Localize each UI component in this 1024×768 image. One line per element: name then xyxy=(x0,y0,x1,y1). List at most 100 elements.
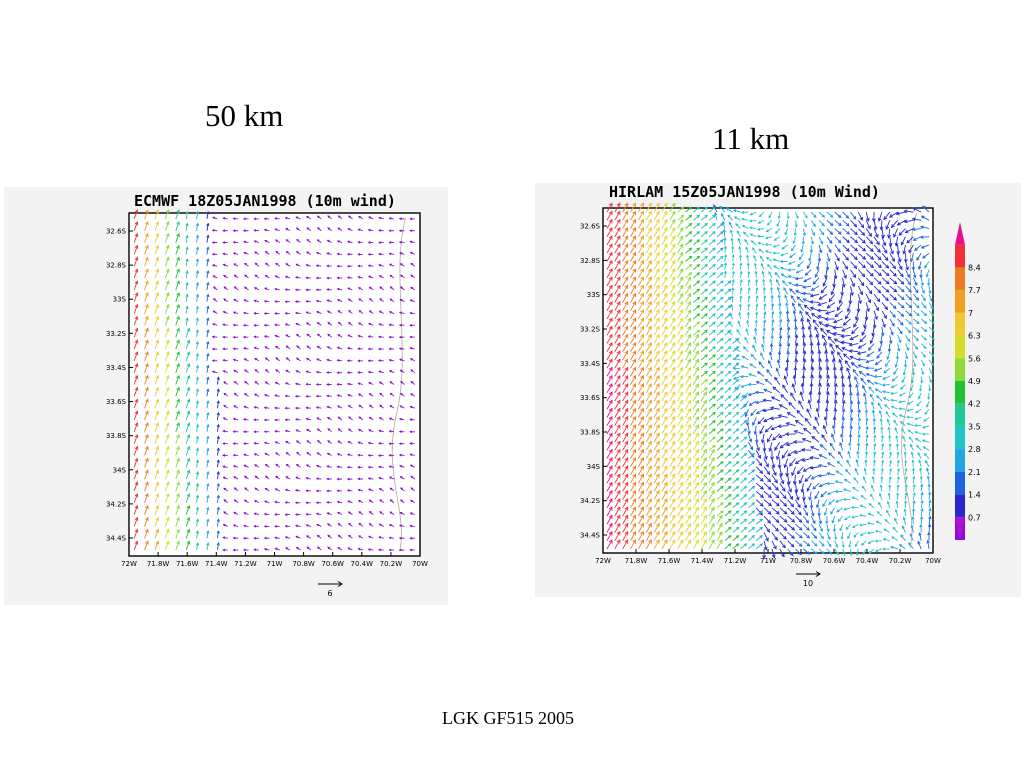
wind-vector-head xyxy=(648,218,652,224)
wind-vector xyxy=(827,336,836,344)
wind-vector-head xyxy=(389,499,393,502)
wind-vector-head xyxy=(696,288,701,292)
wind-vector-head xyxy=(165,469,170,474)
wind-vector-head xyxy=(357,465,361,469)
wind-vector xyxy=(645,424,652,435)
wind-vector-head xyxy=(305,417,309,421)
wind-vector xyxy=(789,288,796,295)
wind-vector xyxy=(906,236,914,244)
wind-vector-head xyxy=(632,416,637,421)
wind-vector-head xyxy=(264,357,268,361)
wind-vector xyxy=(196,424,199,432)
wind-vector-head xyxy=(854,239,859,244)
wind-vector-head xyxy=(791,526,796,531)
wind-vector xyxy=(920,368,924,375)
wind-vector-head xyxy=(326,394,330,398)
wind-vector-head xyxy=(206,293,210,298)
wind-vector xyxy=(905,310,912,317)
wind-vector xyxy=(755,433,758,443)
wind-vector-head xyxy=(771,464,776,469)
wind-vector xyxy=(880,335,883,344)
wind-vector-head xyxy=(367,347,371,351)
wind-vector xyxy=(622,252,629,262)
wind-vector-head xyxy=(389,392,393,396)
wind-vector-head xyxy=(315,370,319,374)
wind-vector-head xyxy=(155,445,160,450)
wind-vector-head xyxy=(780,394,785,398)
wind-vector xyxy=(920,492,923,500)
wind-vector xyxy=(771,507,780,515)
wind-vector-head xyxy=(306,440,310,443)
wind-vector-head xyxy=(145,268,149,273)
wind-vector-head xyxy=(817,357,822,363)
wind-vector-head xyxy=(884,363,889,367)
wind-vector xyxy=(206,471,209,480)
wind-vector-head xyxy=(930,371,933,375)
wind-vector-head xyxy=(720,444,724,448)
wind-vector xyxy=(834,408,836,418)
wind-vector-head xyxy=(655,399,660,404)
wind-vector-head xyxy=(720,502,724,506)
wind-vector-head xyxy=(775,519,780,523)
wind-vector-head xyxy=(186,422,191,427)
wind-vector-head xyxy=(818,321,823,326)
wind-vector-head xyxy=(802,468,807,472)
wind-vector xyxy=(819,482,828,487)
wind-vector-head xyxy=(176,469,180,474)
wind-vector xyxy=(857,351,867,355)
wind-vector xyxy=(786,441,796,446)
wind-vector-head xyxy=(275,463,279,467)
wind-vector xyxy=(677,268,684,279)
wind-vector xyxy=(876,351,883,359)
wind-vector-head xyxy=(274,323,278,327)
wind-vector-head xyxy=(165,516,170,521)
wind-vector-head xyxy=(720,321,724,325)
wind-vector-head xyxy=(695,383,699,388)
wind-vector xyxy=(895,435,899,443)
wind-vector xyxy=(928,359,934,366)
wind-vector-head xyxy=(274,441,278,444)
wind-vector-head xyxy=(825,399,830,404)
wind-vector xyxy=(669,498,676,509)
wind-vector-head xyxy=(799,391,804,396)
wind-vector xyxy=(653,244,660,254)
wind-vector xyxy=(741,392,749,398)
wind-vector-head xyxy=(749,212,753,216)
wind-vector-head xyxy=(155,303,160,309)
wind-vector xyxy=(734,384,741,390)
wind-vector-head xyxy=(388,454,392,457)
wind-vector-head xyxy=(315,299,319,303)
wind-vector-head xyxy=(897,348,901,352)
wind-vector-head xyxy=(134,469,139,474)
wind-vector-head xyxy=(655,416,660,421)
wind-vector-head xyxy=(750,240,754,244)
wind-vector-head xyxy=(805,311,809,315)
wind-vector xyxy=(742,355,749,361)
wind-vector xyxy=(669,309,676,320)
wind-vector xyxy=(901,376,906,383)
wind-vector xyxy=(853,318,859,328)
wind-vector-head xyxy=(921,290,925,294)
wind-vector xyxy=(606,359,613,369)
wind-vector xyxy=(915,408,922,414)
wind-vector xyxy=(154,446,159,456)
wind-vector xyxy=(669,342,676,352)
wind-vector-head xyxy=(710,481,715,487)
wind-vector-head xyxy=(878,409,882,414)
wind-vector-head xyxy=(608,457,613,462)
wind-vector-head xyxy=(285,263,289,266)
wind-vector-head xyxy=(632,481,637,487)
wind-vector-head xyxy=(802,285,806,289)
wind-vector-head xyxy=(849,425,853,429)
wind-vector xyxy=(716,239,724,246)
wind-vector xyxy=(732,420,739,427)
wind-vector xyxy=(926,269,930,277)
wind-vector-head xyxy=(873,374,877,379)
wind-vector-head xyxy=(844,265,848,270)
wind-vector-head xyxy=(295,251,299,254)
wind-vector-head xyxy=(624,227,629,232)
wind-vector xyxy=(919,468,922,476)
wind-vector-head xyxy=(232,417,236,421)
wind-vector-head xyxy=(632,358,637,363)
wind-vector xyxy=(740,279,743,287)
